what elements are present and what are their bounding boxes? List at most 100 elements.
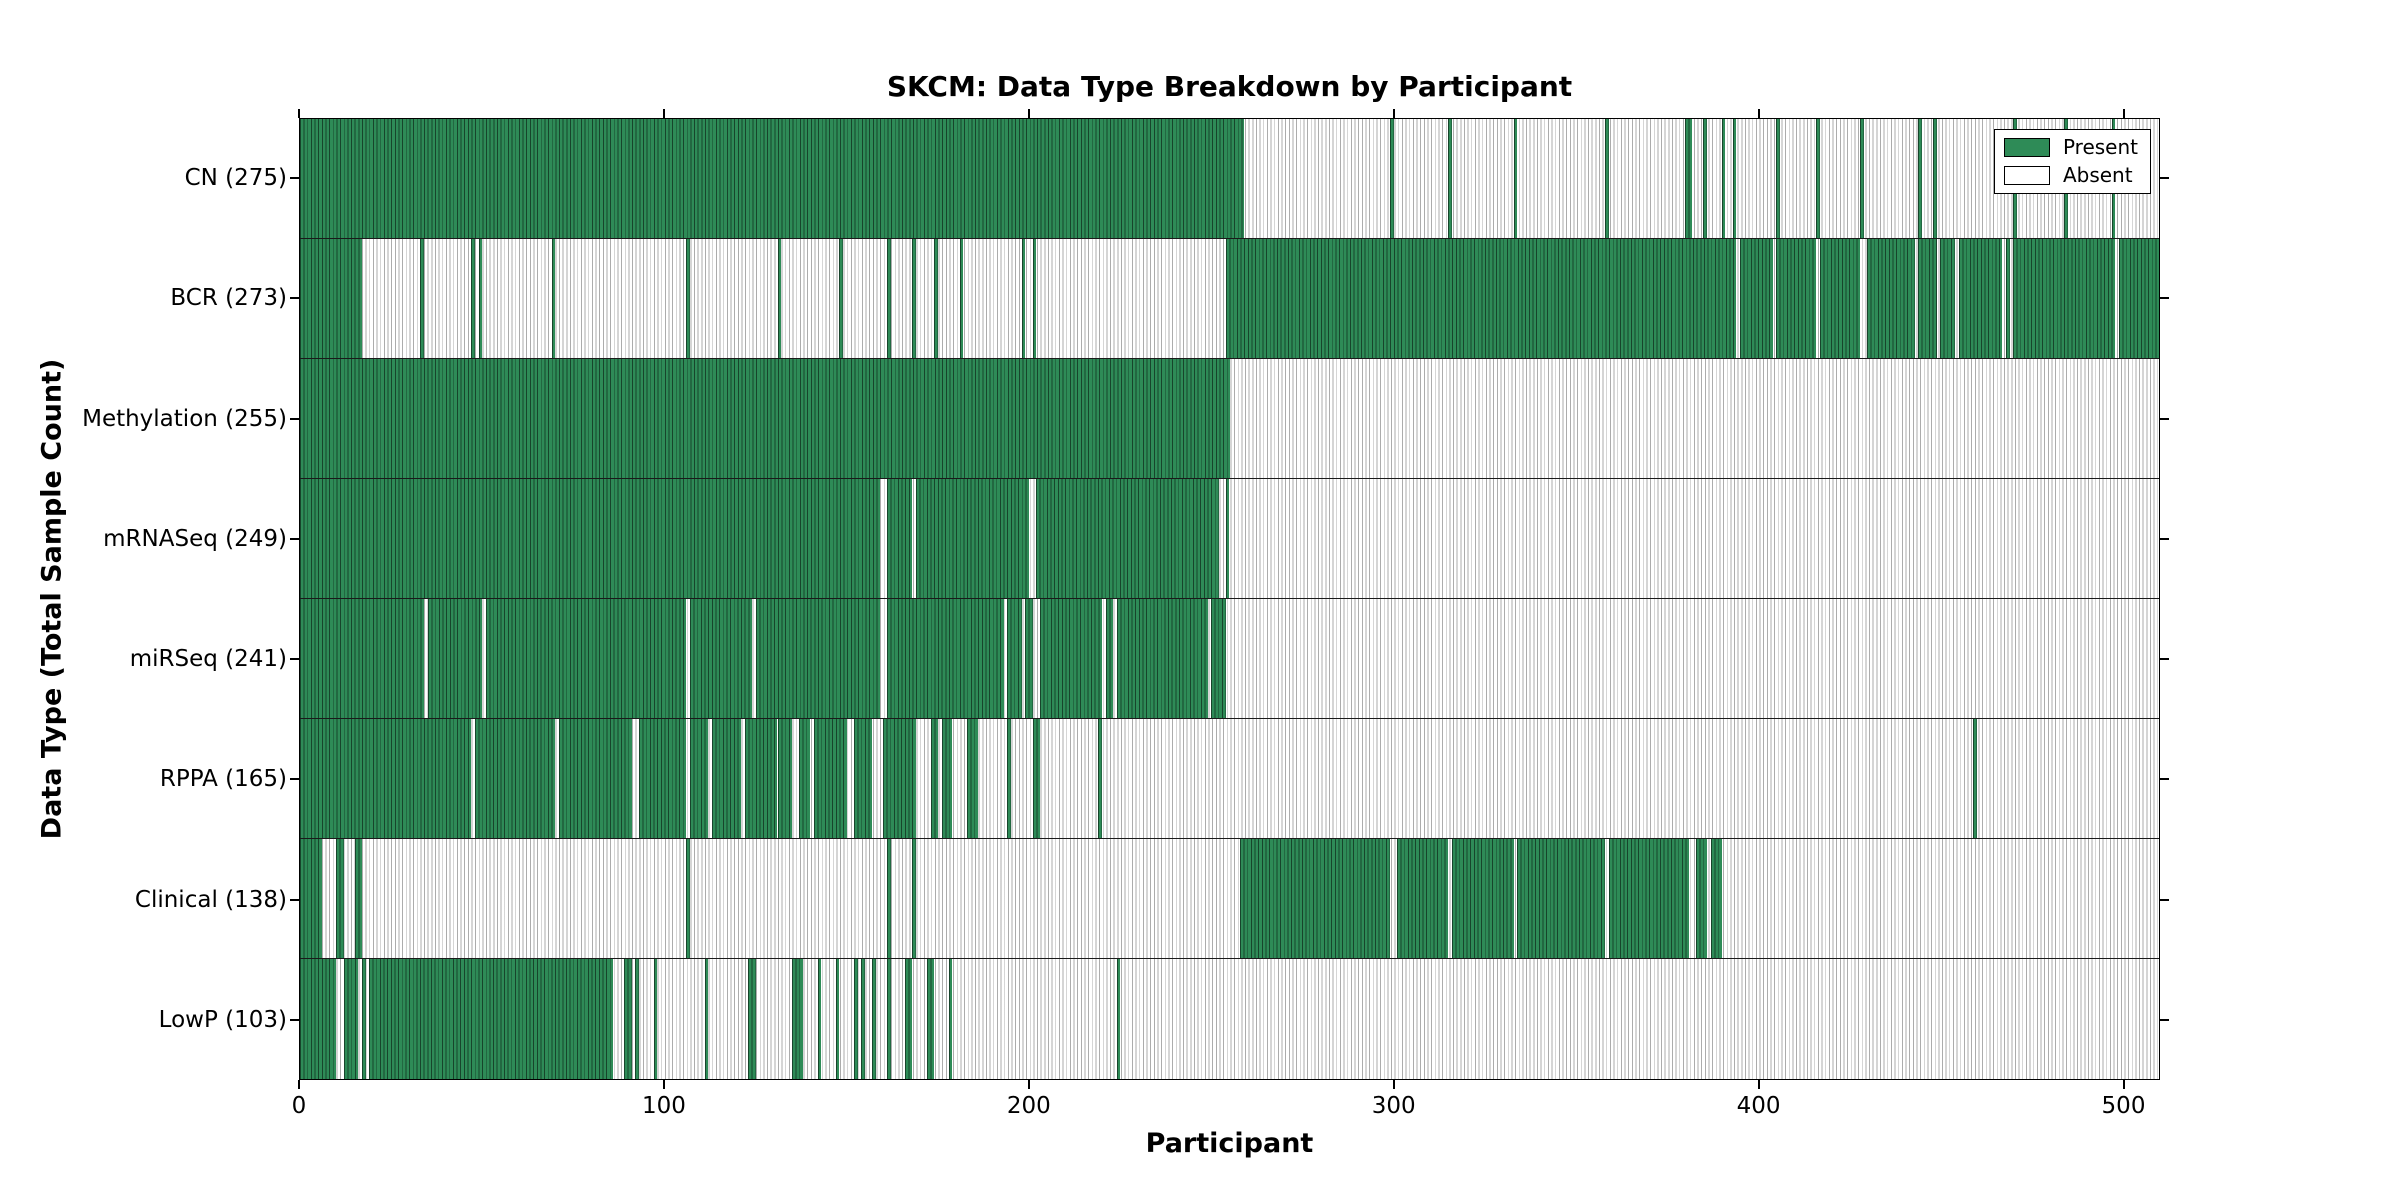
x-tick-top-300 [1392,109,1395,118]
row-BCR [300,239,2159,359]
present-segment [485,599,687,718]
heatmap-rows [300,119,2159,1079]
x-axis-title: Participant [1145,1128,1314,1159]
present-segment [624,959,632,1079]
present-segment [1448,119,1452,238]
present-segment [1918,119,1923,238]
present-segment [854,959,858,1079]
x-tick-label-400: 400 [1736,1093,1781,1119]
left-tick-LowP [290,1018,299,1021]
present-segment [343,959,359,1079]
present-segment [1032,719,1040,838]
row-label-Methylation: Methylation (255) [82,405,287,432]
present-segment [777,719,793,838]
row-Clinical [300,839,2159,959]
present-segment [1739,239,1773,358]
row-label-RPPA: RPPA (165) [159,766,287,793]
present-segment [1032,239,1037,358]
present-segment [1776,119,1780,238]
plot-area: Present Absent [299,118,2160,1080]
present-segment [1105,599,1113,718]
present-segment [916,479,1029,598]
present-segment [427,599,483,718]
present-segment [300,719,472,838]
present-segment [1451,839,1514,958]
row-label-CN: CN (275) [184,165,287,192]
present-segment [1389,119,1394,238]
present-segment [690,599,752,718]
present-segment [336,839,344,958]
row-Methylation [300,359,2159,479]
present-segment [1513,119,1518,238]
present-segment [300,479,880,598]
present-segment [1860,119,1864,238]
present-segment [653,959,658,1079]
present-segment [1397,839,1449,958]
present-segment [354,839,362,958]
right-tick-CN [2160,177,2169,180]
present-segment [1696,839,1707,958]
present-segment [883,719,916,838]
present-segment [1225,479,1230,598]
present-segment [930,719,938,838]
present-segment [1604,119,1609,238]
present-segment [1225,239,1737,358]
present-segment [369,959,614,1079]
chart-title: SKCM: Data Type Breakdown by Participant [886,70,1573,103]
present-segment [1710,839,1722,958]
present-segment [1940,239,1955,358]
present-segment [2013,239,2116,358]
x-tick-top-100 [662,109,665,118]
present-segment [912,839,917,958]
row-RPPA [300,719,2159,839]
present-segment [420,239,424,358]
row-label-BCR: BCR (273) [170,285,287,312]
present-segment [839,239,844,358]
x-tick-label-500: 500 [2101,1093,2146,1119]
present-segment [748,959,756,1079]
present-segment [912,239,917,358]
present-segment [635,959,639,1079]
present-segment [861,959,865,1079]
present-segment [1211,599,1226,718]
present-segment [926,959,935,1079]
x-tick-label-200: 200 [1006,1093,1051,1119]
left-tick-RPPA [290,778,299,781]
present-segment [799,719,811,838]
present-segment [686,239,691,358]
present-segment [967,719,978,838]
present-segment [817,959,822,1079]
right-tick-RPPA [2160,778,2169,781]
present-segment [1918,239,1937,358]
present-segment [1025,599,1033,718]
left-tick-BCR [290,297,299,300]
present-segment [792,959,803,1079]
present-segment [300,839,322,958]
legend-present-swatch [2003,138,2050,157]
present-segment [905,959,913,1079]
present-segment [300,239,362,358]
present-segment [1776,239,1817,358]
present-segment [813,719,847,838]
x-tick-bottom-400 [1757,1080,1760,1089]
present-segment [777,239,782,358]
row-label-miRSeq: miRSeq (241) [129,646,287,673]
row-label-mRNASeq: mRNASeq (249) [103,525,287,552]
row-LowP [300,959,2159,1079]
row-miRSeq [300,599,2159,719]
present-segment [300,119,1245,238]
present-segment [1517,839,1605,958]
present-segment [2005,239,2010,358]
present-segment [959,239,964,358]
present-segment [1116,599,1208,718]
present-segment [1685,119,1693,238]
present-segment [471,239,475,358]
present-segment [1958,239,2003,358]
present-segment [872,959,876,1079]
left-tick-miRSeq [290,658,299,661]
present-segment [1703,119,1707,238]
x-tick-top-400 [1757,109,1760,118]
present-segment [1007,719,1011,838]
present-segment [686,839,691,958]
